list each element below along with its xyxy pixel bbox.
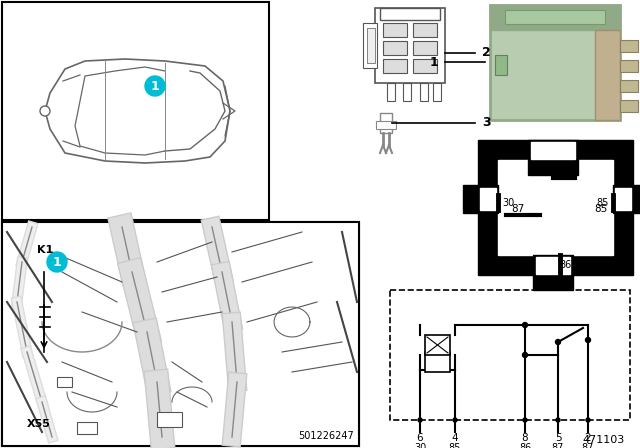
Bar [536, 257, 570, 274]
Text: 2: 2 [482, 47, 491, 60]
Bar [495, 55, 507, 75]
Text: 85: 85 [449, 443, 461, 448]
Text: 1: 1 [52, 255, 61, 268]
Text: 1: 1 [150, 79, 159, 92]
Circle shape [556, 340, 561, 345]
Circle shape [586, 418, 590, 422]
Bar [615, 188, 631, 210]
Text: 87: 87 [556, 167, 570, 177]
Text: 86: 86 [519, 443, 531, 448]
Bar [613, 185, 640, 213]
Bar [367, 28, 375, 63]
Text: 501226247: 501226247 [298, 431, 354, 441]
Text: 1: 1 [429, 56, 438, 69]
Text: 6: 6 [417, 433, 423, 443]
Bar [425, 335, 450, 355]
Text: 87: 87 [552, 443, 564, 448]
Circle shape [586, 337, 591, 343]
Circle shape [40, 106, 50, 116]
Text: 30: 30 [502, 198, 515, 208]
Bar [463, 185, 498, 213]
Circle shape [418, 418, 422, 422]
Bar [498, 160, 613, 255]
Circle shape [522, 323, 527, 327]
Bar [595, 30, 620, 120]
Text: K1: K1 [37, 245, 53, 255]
Bar [531, 142, 575, 159]
Bar [413, 59, 437, 73]
Bar [403, 83, 411, 101]
Text: 3: 3 [482, 116, 491, 129]
Text: 87: 87 [582, 443, 594, 448]
Bar [480, 188, 496, 210]
Text: 2: 2 [585, 433, 591, 443]
Bar [2, 222, 359, 446]
Bar [433, 83, 441, 101]
Circle shape [453, 418, 457, 422]
Text: X55: X55 [27, 419, 51, 429]
Text: 5: 5 [555, 433, 561, 443]
Bar [425, 352, 450, 372]
Bar [413, 41, 437, 55]
Bar [363, 23, 377, 68]
Polygon shape [45, 59, 230, 163]
Bar [533, 255, 573, 290]
Text: 471103: 471103 [583, 435, 625, 445]
Circle shape [522, 353, 527, 358]
Circle shape [47, 252, 67, 272]
Bar [77, 422, 97, 434]
Bar [505, 10, 605, 24]
Bar [380, 113, 392, 133]
Text: 85: 85 [595, 204, 607, 214]
Text: 85: 85 [596, 198, 609, 208]
Bar [420, 83, 428, 101]
Bar [383, 59, 407, 73]
Bar [620, 40, 638, 52]
Bar [490, 5, 620, 30]
Bar [376, 121, 396, 129]
Bar [383, 41, 407, 55]
Bar [375, 8, 445, 83]
Bar [620, 60, 638, 72]
Bar [390, 290, 630, 420]
Bar [490, 5, 620, 120]
Bar [528, 140, 578, 175]
Circle shape [523, 418, 527, 422]
Bar [413, 23, 437, 37]
Bar [380, 8, 440, 20]
Text: 4: 4 [452, 433, 458, 443]
Bar [2, 222, 359, 446]
Bar [2, 2, 269, 220]
Circle shape [145, 76, 165, 96]
Bar [387, 83, 395, 101]
Bar [478, 140, 633, 275]
Text: 86: 86 [559, 260, 572, 270]
Text: 8: 8 [522, 433, 528, 443]
Bar [157, 412, 182, 427]
Circle shape [556, 418, 560, 422]
Text: 87: 87 [511, 204, 525, 214]
Bar [383, 23, 407, 37]
Text: 30: 30 [414, 443, 426, 448]
Bar [620, 80, 638, 92]
Bar [620, 100, 638, 112]
Bar [57, 377, 72, 387]
